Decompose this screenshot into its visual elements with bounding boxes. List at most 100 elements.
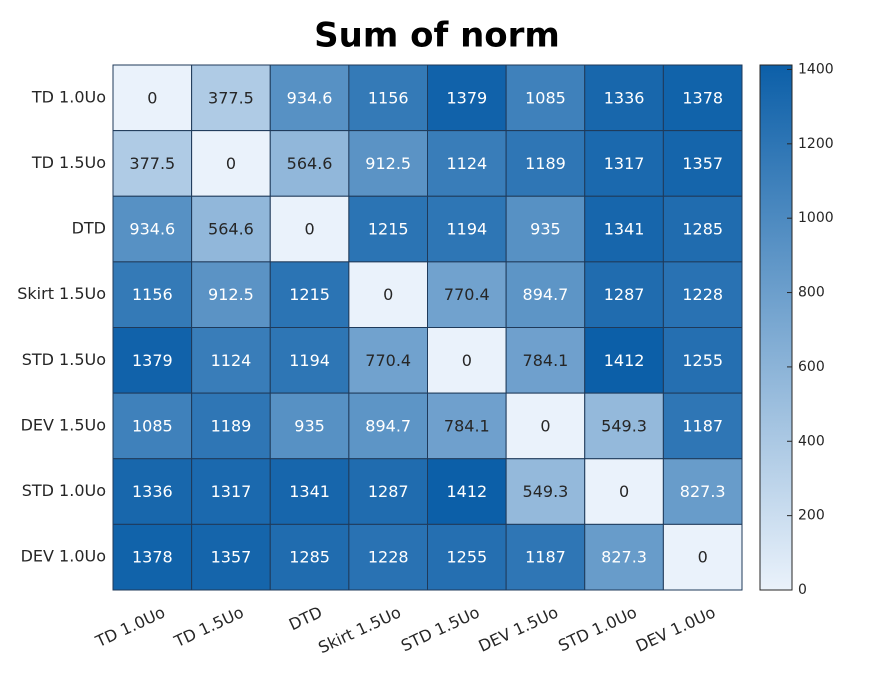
- x-tick-label: DEV 1.5Uo: [476, 602, 561, 655]
- y-tick-label: STD 1.0Uo: [22, 481, 106, 500]
- cell-label: 784.1: [523, 351, 569, 370]
- cell-label: 0: [226, 154, 236, 173]
- cell-label: 912.5: [365, 154, 411, 173]
- heatmap-cell: [112, 458, 193, 525]
- cell-label: 827.3: [680, 482, 726, 501]
- cell-label: 377.5: [208, 88, 254, 107]
- cell-label: 1357: [211, 548, 252, 567]
- cell-label: 1124: [446, 154, 487, 173]
- cell-label: 1215: [289, 285, 330, 304]
- heatmap-cell: [348, 64, 428, 132]
- cell-label: 784.1: [444, 416, 490, 435]
- heatmap-cell: [348, 130, 428, 197]
- x-tick-label: DEV 1.0Uo: [633, 602, 718, 655]
- heatmap-cell: [662, 195, 743, 263]
- chart-title: Sum of norm: [314, 16, 560, 56]
- colorbar-tick-label: 400: [798, 433, 825, 449]
- cell-label: 1378: [682, 88, 723, 107]
- heatmap-cell: [505, 130, 586, 197]
- heatmap-cell: [427, 261, 507, 328]
- heatmap-cell: [427, 392, 507, 460]
- cell-label: 1336: [132, 482, 173, 501]
- heatmap-cell: [112, 261, 193, 328]
- cell-label: 0: [540, 416, 550, 435]
- heatmap-cell: [191, 392, 271, 460]
- heatmap-cell: [348, 327, 428, 394]
- heatmap-cell: [584, 195, 664, 263]
- heatmap-cell: [191, 130, 271, 197]
- cell-label: 935: [530, 220, 561, 239]
- cell-label: 1412: [604, 351, 645, 370]
- cell-label: 1285: [682, 220, 723, 239]
- y-tick-label: DTD: [72, 219, 106, 238]
- heatmap-cell: [427, 458, 507, 525]
- heatmap-cell: [191, 458, 271, 525]
- heatmap-cell: [505, 392, 586, 460]
- heatmap-cell: [427, 523, 507, 591]
- heatmap-cell: [662, 523, 743, 591]
- heatmap-cell: [662, 327, 743, 394]
- heatmap-cell: [505, 327, 586, 394]
- x-tick-label: STD 1.0Uo: [555, 602, 639, 655]
- colorbar-tick-label: 800: [798, 285, 825, 301]
- heatmap-cell: [269, 327, 350, 394]
- cell-label: 1085: [525, 88, 566, 107]
- cell-label: 1287: [368, 482, 409, 501]
- cell-label: 1378: [132, 548, 173, 567]
- y-tick-label: STD 1.5Uo: [22, 350, 106, 369]
- y-tick-label: DEV 1.0Uo: [21, 547, 106, 566]
- cell-label: 1379: [132, 351, 173, 370]
- cell-label: 1341: [604, 220, 645, 239]
- cell-label: 770.4: [365, 351, 411, 370]
- cell-label: 894.7: [523, 285, 569, 304]
- colorbar-tick-label: 600: [798, 359, 825, 375]
- cell-label: 549.3: [523, 482, 569, 501]
- cell-label: 1255: [446, 548, 487, 567]
- heatmap-cell: [191, 195, 271, 263]
- cell-label: 1341: [289, 482, 330, 501]
- heatmap-cell: [662, 458, 743, 525]
- cell-label: 0: [619, 482, 629, 501]
- cell-label: 1336: [604, 88, 645, 107]
- heatmap-cell: [505, 458, 586, 525]
- heatmap-cell: [348, 261, 428, 328]
- heatmap-cell: [348, 523, 428, 591]
- cell-label: 549.3: [601, 416, 647, 435]
- cell-label: 894.7: [365, 416, 411, 435]
- heatmap-cell: [269, 195, 350, 263]
- heatmap-cell: [584, 392, 664, 460]
- cell-label: 1156: [368, 88, 409, 107]
- heatmap-cell: [112, 523, 193, 591]
- heatmap-cell: [662, 130, 743, 197]
- cell-label: 1228: [682, 285, 723, 304]
- heatmap-cell: [584, 327, 664, 394]
- cell-label: 934.6: [287, 88, 333, 107]
- cell-label: 0: [304, 220, 314, 239]
- heatmap-cell: [269, 261, 350, 328]
- heatmap-cell: [191, 64, 271, 132]
- heatmap-cell: [427, 195, 507, 263]
- heatmap-cell: [662, 392, 743, 460]
- heatmap-cell: [505, 523, 586, 591]
- colorbar-tick-label: 1200: [798, 136, 834, 152]
- heatmap-cell: [584, 458, 664, 525]
- heatmap-cell: [269, 64, 350, 132]
- cell-label: 912.5: [208, 285, 254, 304]
- heatmap-cell: [427, 327, 507, 394]
- heatmap-cell: [662, 64, 743, 132]
- heatmap-cell: [505, 64, 586, 132]
- y-tick-label: Skirt 1.5Uo: [17, 284, 106, 303]
- cell-label: 1156: [132, 285, 173, 304]
- y-tick-label: TD 1.5Uo: [31, 153, 106, 172]
- cell-label: 1187: [525, 548, 566, 567]
- heatmap-cell: [269, 458, 350, 525]
- cell-label: 1189: [211, 416, 252, 435]
- heatmap-cell: [112, 195, 193, 263]
- colorbar: [759, 64, 793, 591]
- cell-label: 1189: [525, 154, 566, 173]
- cell-label: 1287: [604, 285, 645, 304]
- cell-label: 770.4: [444, 285, 490, 304]
- cell-label: 1228: [368, 548, 409, 567]
- cell-label: 1124: [211, 351, 252, 370]
